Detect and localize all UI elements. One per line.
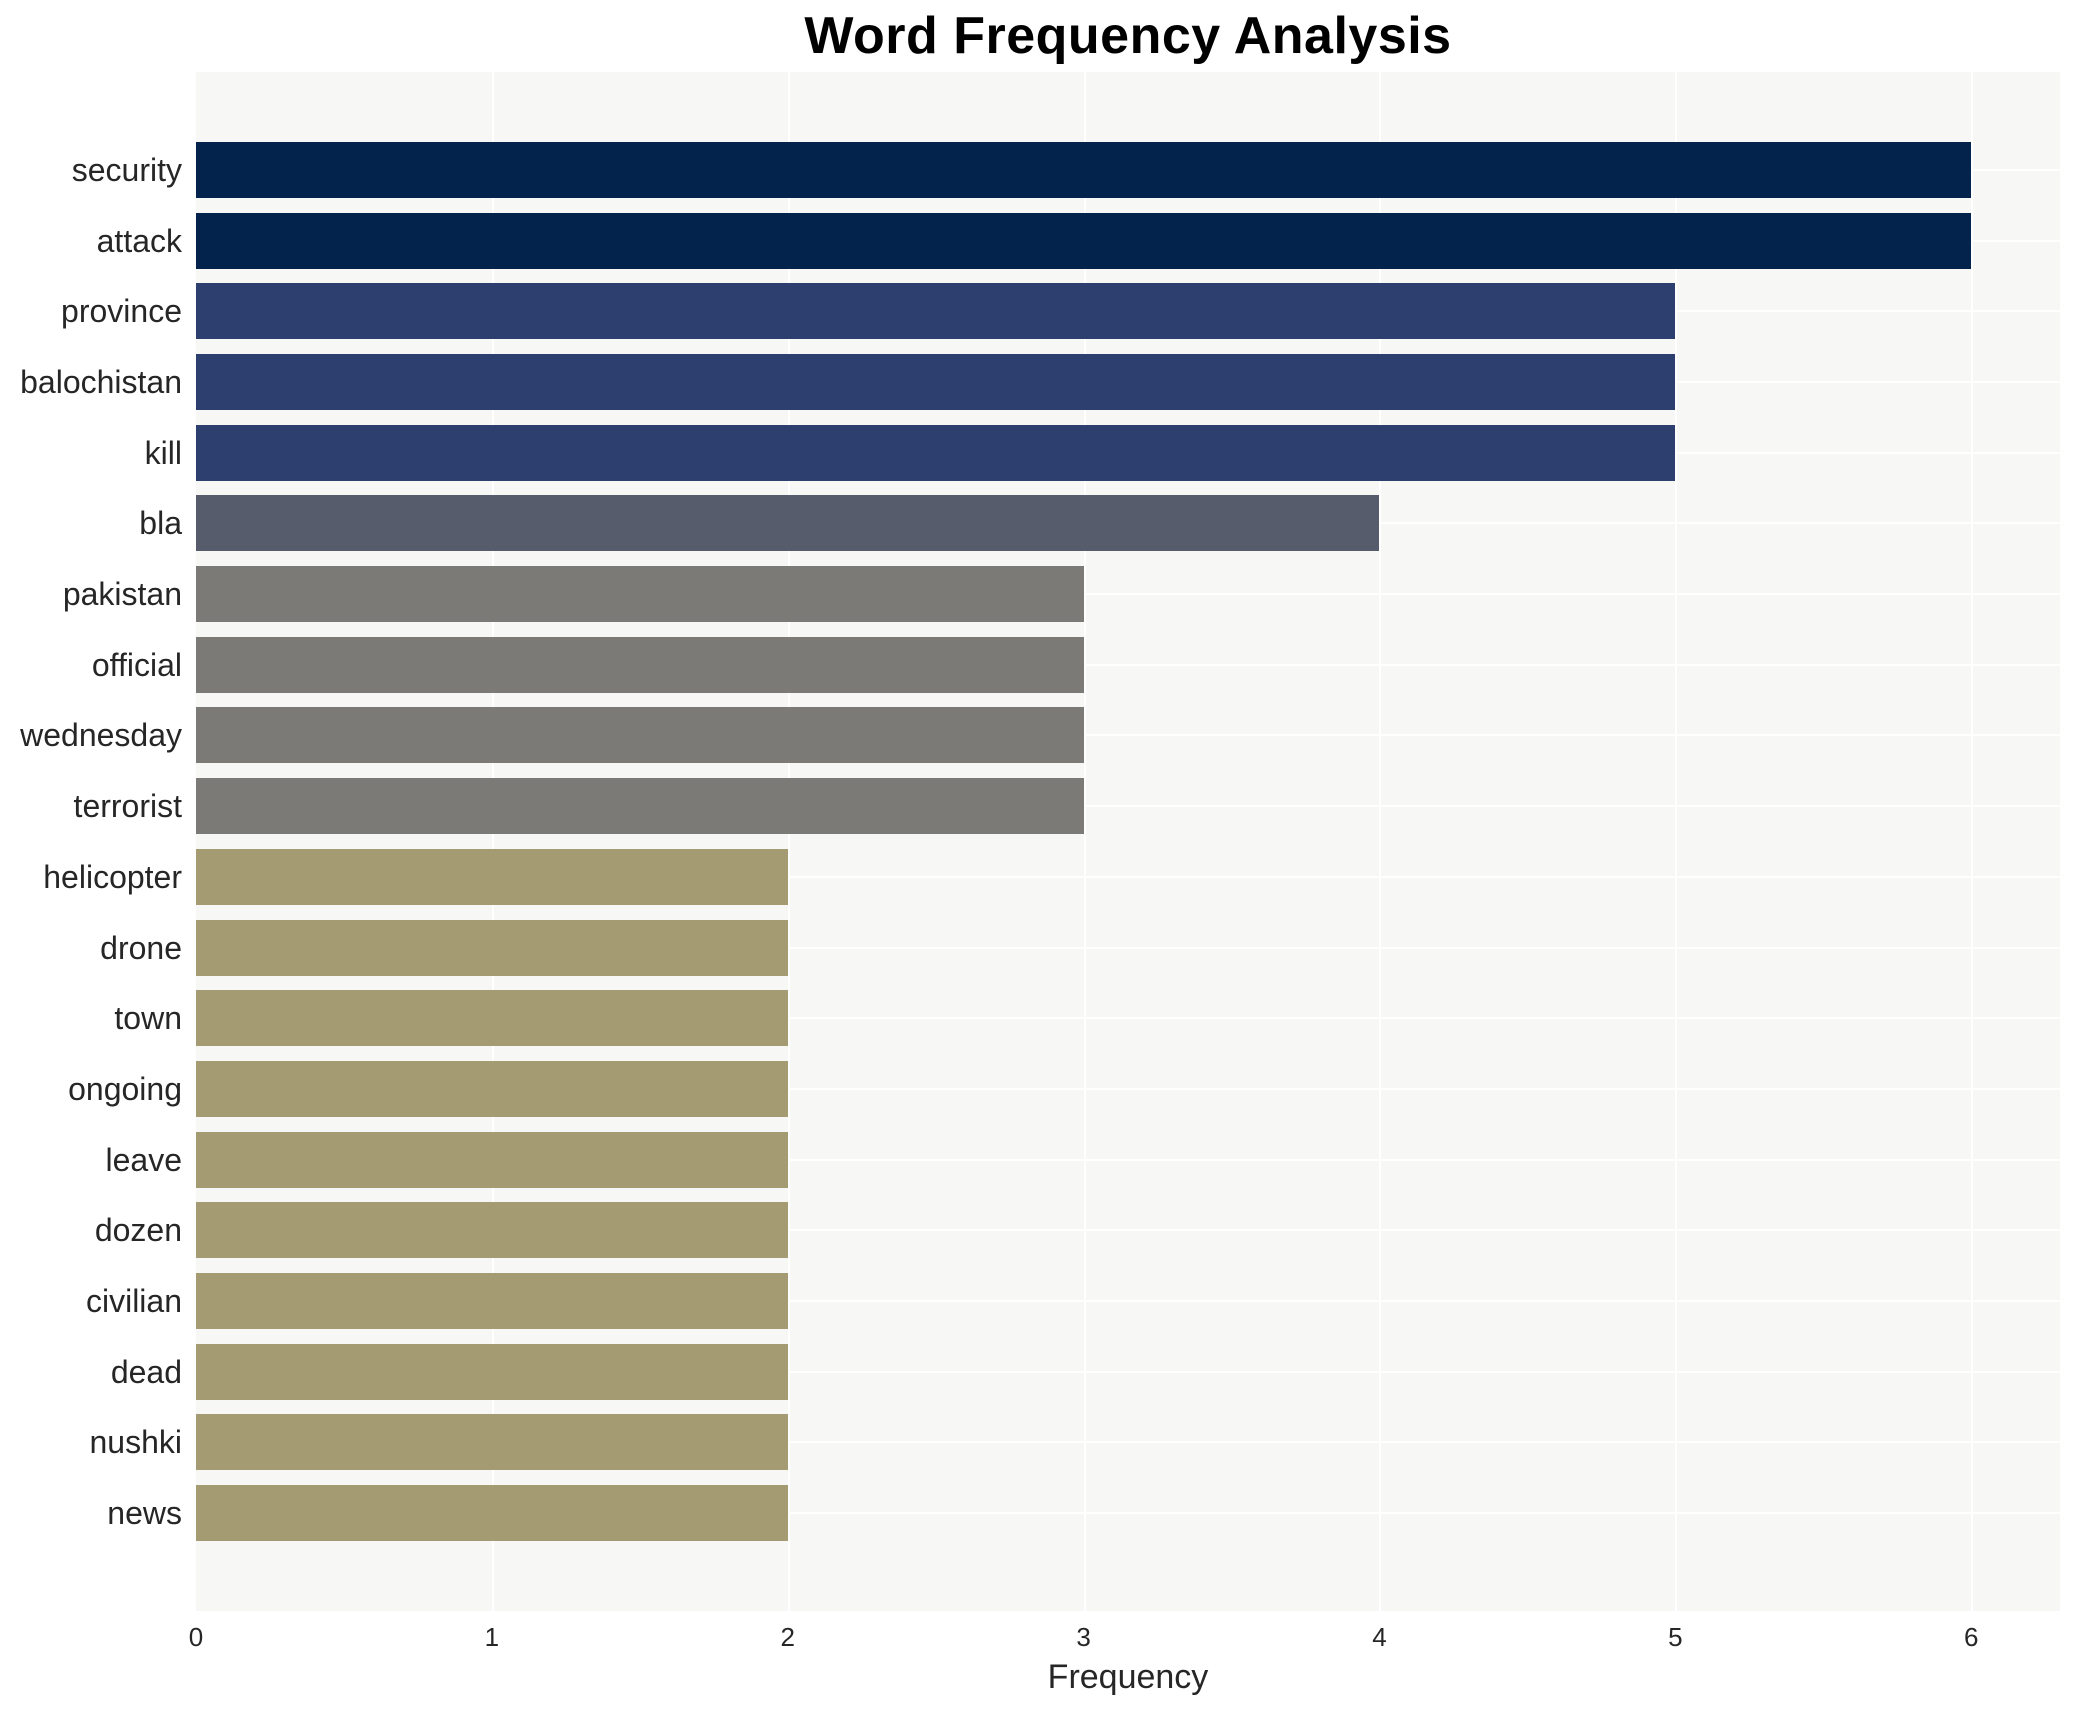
vgridline-2 — [787, 72, 790, 1611]
hgridline-pakistan — [196, 593, 2060, 596]
bar-nushki — [196, 1414, 788, 1471]
y-label-kill: kill — [144, 434, 182, 471]
hgridline-official — [196, 663, 2060, 666]
y-label-nushki: nushki — [89, 1424, 183, 1461]
bar-official — [196, 636, 1084, 693]
bar-leave — [196, 1131, 788, 1188]
y-label-terrorist: terrorist — [73, 788, 182, 825]
hgridline-dead — [196, 1370, 2060, 1373]
vgridline-6 — [1971, 72, 1974, 1611]
y-label-wednesday: wednesday — [20, 717, 182, 754]
x-tick-1: 1 — [484, 1622, 500, 1652]
y-label-news: news — [107, 1495, 182, 1531]
bar-attack — [196, 212, 1972, 269]
bar-pakistan — [196, 566, 1084, 623]
x-tick-3: 3 — [1076, 1622, 1091, 1652]
y-label-province: province — [61, 293, 182, 330]
bar-dead — [196, 1343, 788, 1400]
y-label-helicopter: helicopter — [43, 858, 182, 895]
y-label-drone: drone — [100, 929, 182, 966]
hgridline-wednesday — [196, 734, 2060, 737]
bar-civilian — [196, 1272, 788, 1329]
vgridline-1 — [491, 72, 494, 1611]
hgridline-drone — [196, 946, 2060, 949]
y-label-bla: bla — [139, 505, 182, 542]
y-label-leave: leave — [105, 1141, 183, 1178]
hgridline-terrorist — [196, 805, 2060, 808]
x-tick-0: 0 — [188, 1622, 204, 1652]
bar-dozen — [196, 1202, 788, 1259]
hgridline-leave — [196, 1158, 2060, 1161]
y-label-dozen: dozen — [94, 1212, 182, 1249]
hgridline-dozen — [196, 1229, 2060, 1232]
vgridline-3 — [1083, 72, 1086, 1611]
bar-security — [196, 142, 1972, 198]
bar-balochistan — [196, 354, 1676, 411]
y-label-town: town — [114, 1000, 182, 1037]
x-tick-2: 2 — [780, 1622, 795, 1652]
bar-bla — [196, 495, 1380, 552]
y-label-dead: dead — [110, 1353, 182, 1390]
bar-town — [196, 990, 788, 1047]
bar-ongoing — [196, 1060, 788, 1117]
hgridline-ongoing — [196, 1087, 2060, 1090]
bar-kill — [196, 424, 1676, 481]
hgridline-town — [196, 1017, 2060, 1020]
y-label-civilian: civilian — [85, 1282, 182, 1319]
y-label-attack: attack — [96, 222, 182, 259]
chart-title: Word Frequency Analysis — [804, 7, 1452, 65]
y-label-pakistan: pakistan — [62, 576, 182, 613]
y-label-security: security — [71, 152, 182, 188]
y-label-official: official — [91, 646, 182, 683]
hgridline-civilian — [196, 1299, 2060, 1302]
vgridline-4 — [1379, 72, 1382, 1611]
x-tick-4: 4 — [1372, 1622, 1387, 1652]
x-axis-title: Frequency — [1047, 1658, 1209, 1696]
vgridline-5 — [1675, 72, 1678, 1611]
y-label-ongoing: ongoing — [68, 1070, 182, 1107]
hgridline-nushki — [196, 1441, 2060, 1444]
hgridline-news — [196, 1512, 2060, 1514]
bar-province — [196, 283, 1676, 340]
bar-terrorist — [196, 778, 1084, 835]
bar-wednesday — [196, 707, 1084, 764]
x-tick-5: 5 — [1668, 1622, 1683, 1652]
x-tick-6: 6 — [1964, 1622, 1979, 1652]
bar-drone — [196, 919, 788, 976]
y-label-balochistan: balochistan — [20, 364, 182, 401]
bar-news — [196, 1485, 788, 1541]
hgridline-helicopter — [196, 875, 2060, 878]
plot-area — [196, 72, 2060, 1611]
bar-helicopter — [196, 848, 788, 905]
